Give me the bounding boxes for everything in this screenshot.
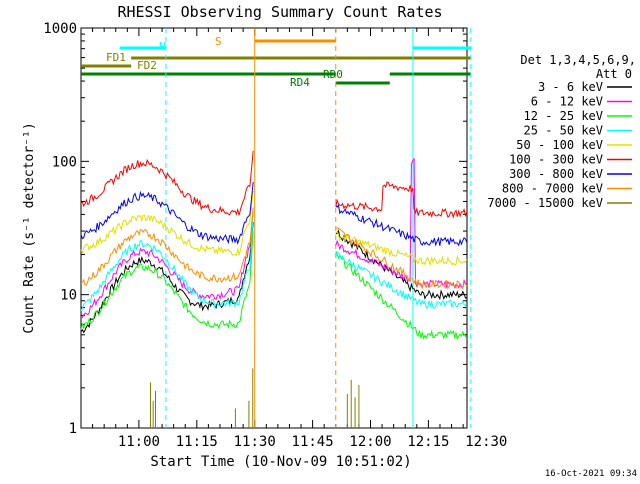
- series-800-7000kev-post: [335, 227, 468, 290]
- x-tick-label: 12:30: [465, 434, 507, 450]
- y-axis-label: Count Rate (s⁻¹ detector⁻¹): [22, 122, 37, 333]
- x-tick-label: 11:00: [118, 434, 160, 450]
- series-25-50kev-post: [335, 251, 468, 309]
- series-50-100kev-post: [335, 231, 468, 267]
- legend-label: 6 - 12 keV: [531, 95, 603, 109]
- marker-label-RD4: RD4: [290, 76, 310, 89]
- legend-label: 800 - 7000 keV: [502, 182, 603, 196]
- marker-label-FD1: FD1: [106, 51, 126, 64]
- x-axis-label: Start Time (10-Nov-09 10:51:02): [150, 454, 411, 470]
- y-tick-label: 100: [52, 154, 77, 170]
- series-lines: [80, 150, 468, 428]
- series-100-300kev-pre: [80, 150, 254, 216]
- x-tick-label: 12:00: [349, 434, 391, 450]
- legend-label: 12 - 25 keV: [524, 109, 603, 123]
- event-markers: [81, 28, 472, 428]
- series-12-25kev-post: [335, 251, 468, 341]
- y-tick-label: 1000: [43, 21, 77, 37]
- series-3-6kev-post: [335, 229, 468, 301]
- series-6-12kev-pre: [80, 207, 254, 319]
- y-tick-label: 10: [60, 288, 77, 304]
- marker-label-N: N: [159, 40, 166, 53]
- marker-label-RD0: RD0: [323, 68, 343, 81]
- axis-ticks: 11:00 11:15 11:30 11:45 12:00 12:15 12:30 1 10 10…: [43, 21, 507, 450]
- timestamp: 16-Oct-2021 09:34: [545, 469, 637, 479]
- marker-label-S: S: [215, 35, 222, 48]
- legend-header-1: Det 1,3,4,5,6,9,: [520, 53, 636, 67]
- series-50-100kev-pre: [80, 190, 254, 257]
- legend-label: 25 - 50 keV: [524, 124, 603, 138]
- legend-label: 50 - 100 keV: [516, 138, 603, 152]
- series-300-800kev-post: [335, 204, 468, 247]
- x-tick-label: 12:15: [407, 434, 449, 450]
- series-800-7000kev-pre: [80, 207, 254, 286]
- x-tick-label: 11:15: [176, 434, 218, 450]
- series-100-300kev-post: [335, 181, 468, 219]
- legend-header-2: Att 0: [596, 67, 632, 81]
- legend-label: 100 - 300 keV: [509, 153, 603, 167]
- plot-frame: [80, 27, 468, 429]
- chart-title: RHESSI Observing Summary Count Rates: [117, 3, 442, 21]
- x-tick-label: 11:45: [292, 434, 334, 450]
- series-300-800kev-pre: [80, 181, 254, 245]
- legend-label: 300 - 800 keV: [509, 167, 603, 181]
- series-12-25kev-pre: [80, 231, 254, 331]
- series-25-50kev-pre: [80, 214, 254, 311]
- series-6-12kev-post: [335, 157, 468, 290]
- x-tick-label: 11:30: [234, 434, 276, 450]
- legend-label: 3 - 6 keV: [538, 80, 603, 94]
- y-tick-label: 1: [69, 421, 77, 437]
- marker-label-FD2: FD2: [137, 59, 157, 72]
- legend-label: 7000 - 15000 keV: [487, 196, 603, 210]
